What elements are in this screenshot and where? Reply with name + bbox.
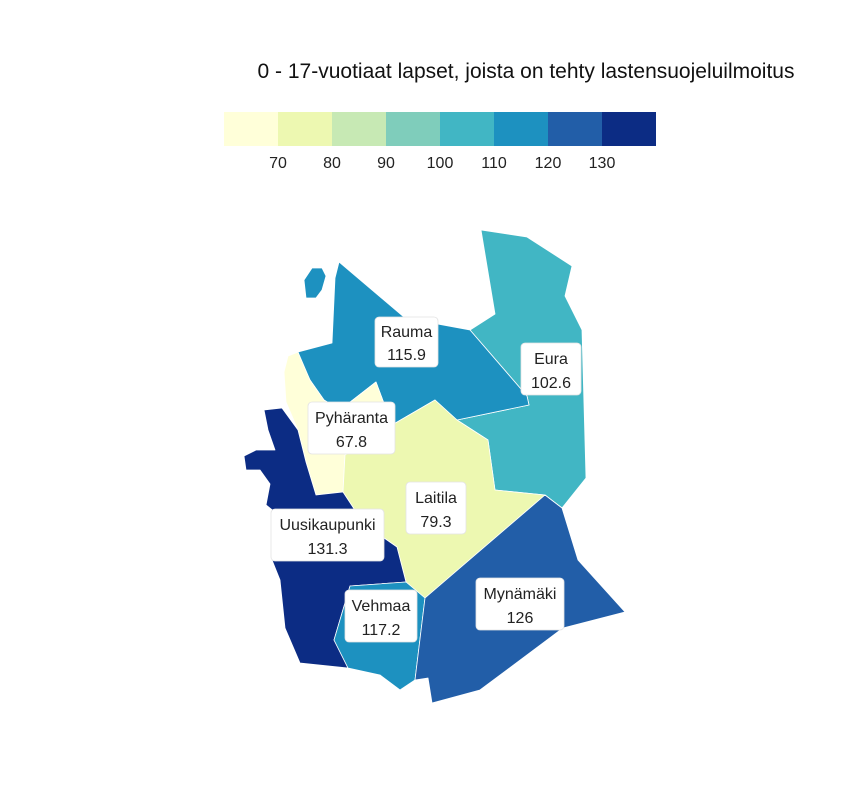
legend-swatch	[494, 112, 548, 146]
label-vehmaa: Vehmaa 117.2	[344, 589, 418, 643]
label-pyharanta: Pyhäranta 67.8	[307, 401, 396, 455]
label-box-uusikaupunki	[270, 508, 385, 562]
label-box-mynamaki	[475, 577, 565, 631]
legend-tick-label: 70	[269, 155, 287, 172]
legend-tick-label: 110	[481, 155, 507, 172]
legend-swatch	[386, 112, 440, 146]
label-box-laitila	[405, 481, 467, 535]
label-eura: Eura 102.6	[520, 342, 582, 396]
legend-swatch	[440, 112, 494, 146]
legend-ticks: 70 80 90 100 110 120 130	[269, 155, 615, 172]
region-labels: Rauma 115.9 Eura 102.6 Pyhäranta 67.8 La…	[270, 316, 582, 643]
map-title: 0 - 17-vuotiaat lapset, joista on tehty …	[258, 60, 795, 83]
label-eura-name: Eura	[534, 351, 568, 368]
label-uusikaupunki-name: Uusikaupunki	[279, 517, 375, 534]
label-box-rauma	[374, 316, 439, 368]
legend-swatch	[602, 112, 656, 146]
legend-swatches	[224, 112, 656, 146]
label-laitila: Laitila 79.3	[405, 481, 467, 535]
label-rauma-name: Rauma	[381, 324, 433, 341]
legend-tick-label: 100	[427, 155, 454, 172]
label-uusikaupunki: Uusikaupunki 131.3	[270, 508, 385, 562]
legend-tick-label: 80	[323, 155, 341, 172]
label-vehmaa-name: Vehmaa	[352, 598, 411, 615]
label-laitila-name: Laitila	[415, 490, 457, 507]
label-rauma: Rauma 115.9	[374, 316, 439, 368]
label-vehmaa-value: 117.2	[362, 622, 401, 639]
legend-swatch	[278, 112, 332, 146]
map-regions	[243, 229, 626, 704]
legend-tick-label: 130	[589, 155, 616, 172]
label-rauma-value: 115.9	[387, 347, 426, 364]
legend-swatch	[224, 112, 278, 146]
color-legend: 70 80 90 100 110 120 130	[224, 112, 656, 172]
label-pyharanta-value: 67.8	[336, 434, 367, 451]
label-pyharanta-name: Pyhäranta	[315, 410, 388, 427]
label-box-vehmaa	[344, 589, 418, 643]
label-box-eura	[520, 342, 582, 396]
legend-tick-label: 90	[377, 155, 395, 172]
label-laitila-value: 79.3	[420, 514, 451, 531]
label-box-pyharanta	[307, 401, 396, 455]
label-mynamaki: Mynämäki 126	[475, 577, 565, 631]
label-mynamaki-name: Mynämäki	[484, 586, 557, 603]
legend-swatch	[332, 112, 386, 146]
label-uusikaupunki-value: 131.3	[307, 541, 347, 558]
legend-tick-label: 120	[535, 155, 562, 172]
region-rauma-island[interactable]	[303, 267, 327, 299]
label-eura-value: 102.6	[531, 375, 571, 392]
legend-swatch	[548, 112, 602, 146]
label-mynamaki-value: 126	[507, 610, 534, 627]
